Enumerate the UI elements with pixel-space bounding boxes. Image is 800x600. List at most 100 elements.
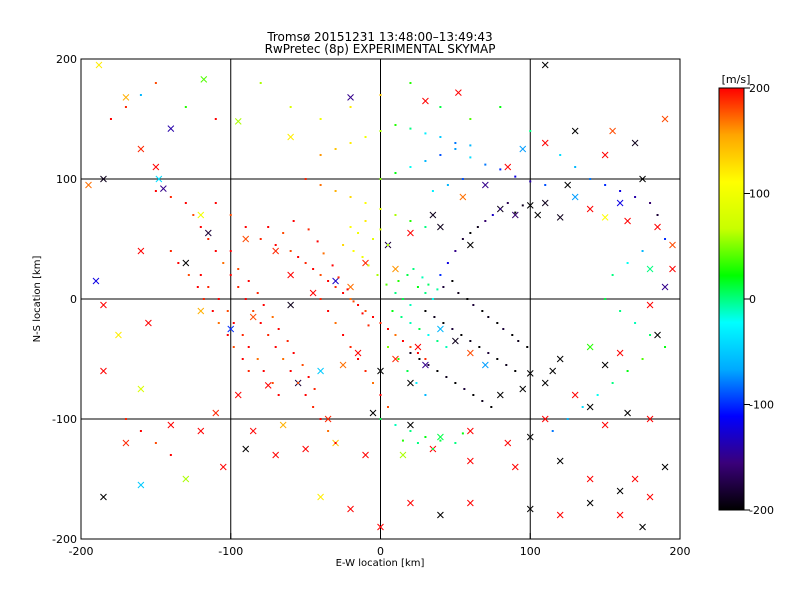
cross-marker: [541, 199, 549, 207]
point-marker: [322, 252, 325, 255]
point-marker: [319, 298, 322, 300]
point-marker: [196, 286, 199, 288]
cross-marker: [609, 127, 616, 135]
point-marker: [307, 228, 310, 231]
point-marker: [232, 322, 235, 324]
point-marker: [385, 283, 388, 286]
point-marker: [551, 430, 554, 432]
point-marker: [409, 430, 412, 432]
point-marker: [304, 178, 307, 180]
cross-marker: [197, 211, 205, 219]
cross-marker: [115, 331, 122, 339]
point-marker: [289, 370, 292, 372]
cross-marker: [422, 97, 429, 105]
cross-marker: [526, 433, 534, 441]
point-marker: [256, 358, 259, 360]
cross-marker: [377, 367, 384, 375]
data-markers: [85, 61, 676, 531]
point-marker: [490, 406, 493, 408]
cross-marker: [586, 343, 594, 351]
point-marker: [496, 358, 499, 360]
point-marker: [442, 286, 445, 288]
point-marker: [364, 202, 367, 204]
point-marker: [232, 346, 235, 348]
cross-marker: [654, 223, 661, 231]
point-marker: [484, 163, 487, 166]
cross-marker: [137, 145, 145, 153]
cross-marker: [204, 229, 212, 237]
point-marker: [252, 310, 255, 312]
cross-marker: [407, 499, 414, 507]
point-marker: [262, 304, 265, 306]
point-marker: [349, 142, 352, 144]
point-marker: [319, 184, 322, 186]
point-marker: [521, 204, 524, 207]
point-marker: [334, 190, 337, 192]
point-marker: [327, 430, 330, 432]
cross-marker: [347, 94, 354, 101]
point-marker: [412, 268, 415, 270]
point-marker: [469, 144, 472, 147]
point-marker: [361, 312, 364, 315]
cross-marker: [556, 457, 564, 465]
x-tick-label: -200: [69, 545, 94, 558]
point-marker: [409, 127, 412, 130]
cross-marker: [616, 487, 624, 495]
point-marker: [222, 262, 225, 264]
point-marker: [431, 448, 434, 450]
point-marker: [259, 322, 262, 324]
cross-marker: [616, 349, 624, 357]
point-marker: [304, 262, 307, 264]
point-marker: [154, 82, 157, 84]
point-marker: [211, 310, 214, 312]
cross-marker: [392, 355, 399, 363]
colorbar-ticks: -200 -100 0 100 200: [744, 82, 774, 517]
cross-marker: [654, 331, 661, 339]
point-marker: [442, 322, 445, 324]
point-marker: [394, 292, 397, 294]
point-marker: [313, 388, 316, 390]
point-marker: [461, 238, 464, 240]
point-marker: [596, 394, 599, 396]
point-marker: [476, 226, 479, 228]
point-marker: [207, 286, 210, 288]
point-marker: [199, 274, 202, 276]
cross-marker: [122, 439, 130, 447]
cross-marker: [212, 409, 220, 417]
point-marker: [214, 250, 217, 252]
point-marker: [319, 154, 322, 156]
cross-marker: [100, 301, 107, 309]
point-marker: [386, 406, 389, 408]
point-marker: [427, 334, 430, 336]
point-marker: [397, 358, 400, 360]
chart-title: Tromsø 20151231 13:48:00–13:49:43: [266, 30, 492, 44]
cross-marker: [287, 271, 295, 279]
point-marker: [626, 262, 629, 264]
cross-marker: [407, 379, 414, 387]
cross-marker: [399, 451, 407, 459]
point-marker: [664, 238, 667, 240]
point-marker: [286, 340, 289, 342]
point-marker: [237, 268, 240, 270]
point-marker: [229, 250, 232, 252]
point-marker: [364, 310, 367, 312]
cross-marker: [95, 61, 103, 69]
point-marker: [439, 106, 442, 108]
cross-marker: [541, 61, 549, 69]
point-marker: [619, 310, 622, 312]
cross-marker: [571, 127, 579, 135]
cross-marker: [437, 433, 444, 441]
cross-marker: [279, 421, 287, 429]
y-tick-label: 0: [70, 293, 77, 306]
point-marker: [604, 184, 607, 186]
point-marker: [379, 94, 382, 96]
cross-marker: [85, 181, 92, 189]
cross-marker: [526, 202, 534, 209]
point-marker: [439, 439, 442, 442]
point-marker: [478, 346, 481, 348]
point-marker: [499, 168, 502, 171]
point-marker: [436, 340, 439, 342]
point-marker: [259, 238, 262, 240]
point-marker: [372, 238, 375, 240]
point-marker: [349, 106, 352, 108]
